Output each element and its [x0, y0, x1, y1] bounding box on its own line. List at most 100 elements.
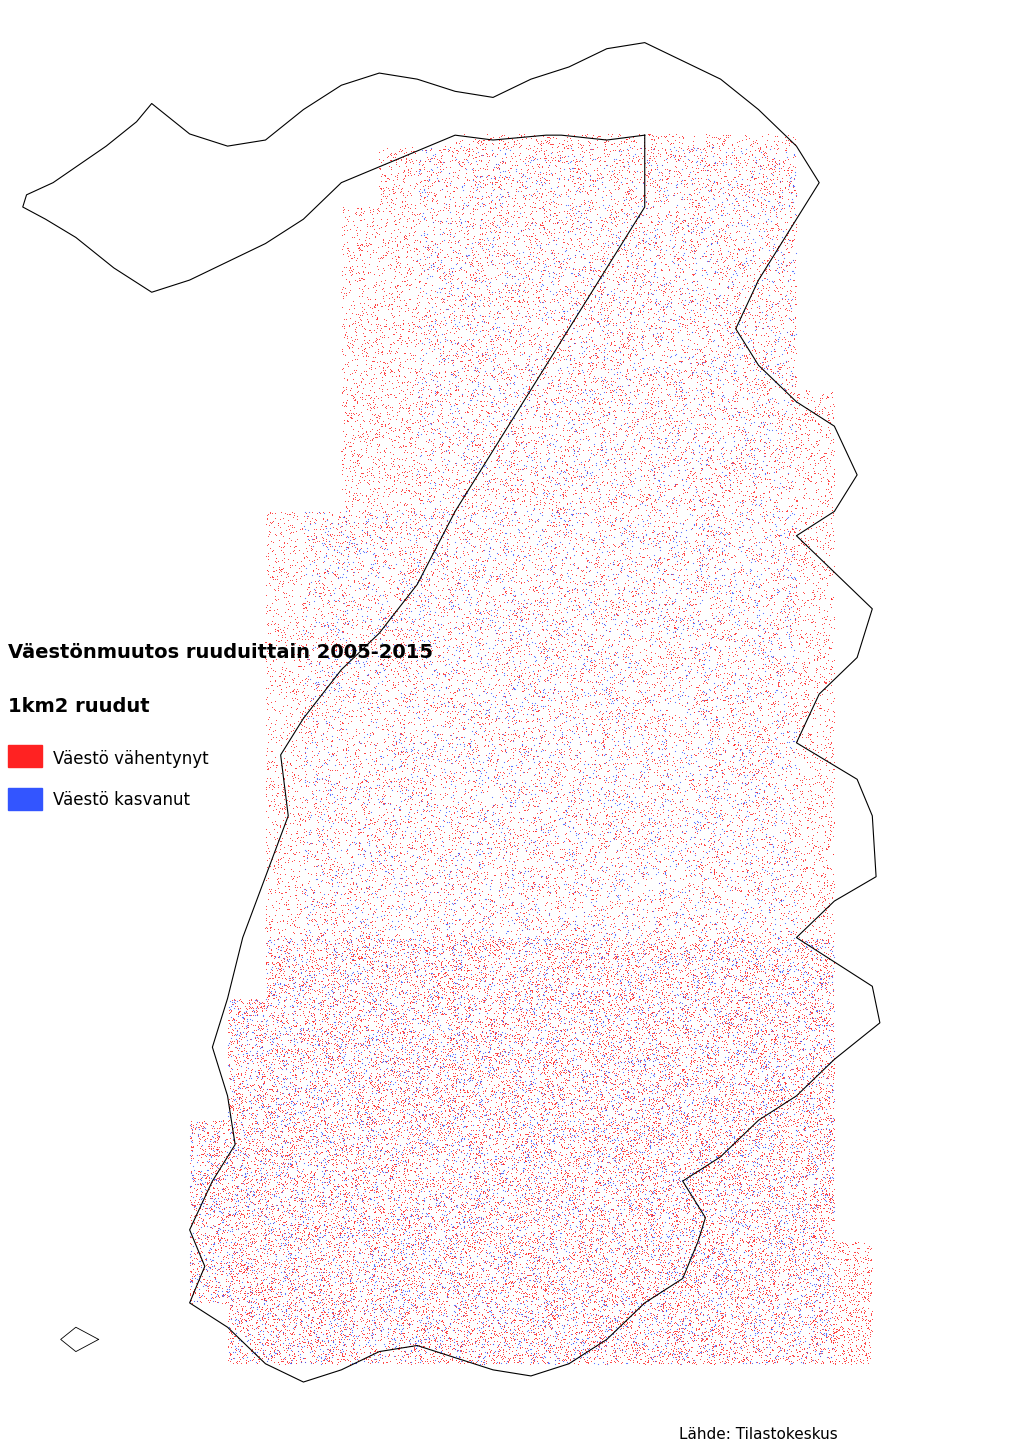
Point — [338, 778, 354, 801]
Point — [583, 1319, 599, 1342]
Point — [300, 1198, 316, 1222]
Point — [745, 735, 762, 758]
Point — [331, 1240, 347, 1264]
Point — [782, 1084, 799, 1107]
Point — [586, 661, 602, 684]
Point — [401, 559, 418, 582]
Point — [678, 955, 694, 978]
Point — [513, 664, 529, 687]
Point — [449, 1223, 465, 1246]
Point — [599, 555, 615, 578]
Point — [270, 840, 287, 864]
Point — [228, 1158, 245, 1181]
Point — [807, 1224, 823, 1248]
Point — [808, 1172, 824, 1195]
Point — [776, 965, 793, 988]
Point — [763, 752, 779, 775]
Point — [774, 185, 791, 209]
Point — [257, 646, 273, 669]
Point — [633, 1081, 649, 1104]
Point — [458, 1036, 474, 1059]
Point — [808, 480, 824, 503]
Point — [670, 416, 686, 439]
Point — [371, 462, 387, 485]
Point — [806, 1135, 822, 1158]
Point — [371, 665, 387, 688]
Point — [664, 412, 680, 435]
Point — [518, 629, 535, 652]
Point — [569, 980, 586, 1003]
Point — [464, 1266, 480, 1290]
Point — [665, 778, 681, 801]
Point — [438, 383, 455, 406]
Point — [551, 504, 567, 527]
Point — [556, 829, 572, 852]
Point — [444, 593, 461, 616]
Point — [805, 1048, 821, 1071]
Point — [582, 1033, 598, 1056]
Point — [421, 1303, 437, 1326]
Point — [605, 548, 622, 571]
Point — [338, 951, 354, 974]
Point — [711, 1245, 727, 1268]
Point — [285, 1204, 301, 1227]
Point — [620, 1287, 636, 1310]
Point — [444, 943, 461, 966]
Point — [731, 798, 748, 822]
Point — [318, 940, 335, 964]
Point — [473, 429, 489, 452]
Point — [524, 1106, 541, 1129]
Point — [219, 1017, 236, 1040]
Point — [662, 1011, 678, 1035]
Point — [437, 155, 454, 178]
Point — [531, 523, 548, 546]
Point — [431, 974, 447, 997]
Point — [770, 1171, 786, 1194]
Point — [797, 772, 813, 796]
Point — [370, 927, 386, 951]
Point — [611, 478, 628, 501]
Point — [465, 227, 481, 251]
Point — [461, 1152, 477, 1175]
Point — [408, 1287, 424, 1310]
Point — [362, 303, 379, 326]
Point — [484, 564, 501, 587]
Point — [698, 1208, 715, 1232]
Point — [825, 1248, 842, 1271]
Point — [421, 952, 437, 975]
Point — [343, 1006, 359, 1029]
Point — [426, 1088, 442, 1111]
Point — [471, 953, 487, 977]
Point — [206, 1204, 222, 1227]
Point — [379, 709, 395, 732]
Point — [477, 432, 494, 455]
Point — [842, 1343, 858, 1366]
Point — [287, 765, 303, 788]
Point — [392, 646, 409, 669]
Point — [527, 1036, 544, 1059]
Point — [725, 949, 741, 972]
Point — [724, 1108, 740, 1132]
Point — [307, 791, 324, 814]
Point — [428, 696, 444, 719]
Point — [427, 439, 443, 462]
Point — [605, 222, 622, 245]
Point — [475, 1155, 492, 1178]
Point — [791, 1006, 807, 1029]
Point — [554, 617, 570, 640]
Point — [539, 383, 555, 406]
Point — [434, 1198, 451, 1222]
Point — [378, 711, 394, 735]
Point — [796, 1223, 812, 1246]
Point — [639, 1272, 655, 1295]
Point — [238, 1308, 254, 1332]
Point — [479, 652, 496, 675]
Point — [425, 924, 441, 948]
Point — [388, 769, 404, 793]
Point — [337, 1190, 353, 1213]
Point — [408, 393, 424, 416]
Point — [264, 774, 281, 797]
Point — [776, 700, 793, 723]
Point — [371, 1213, 387, 1236]
Point — [460, 1282, 476, 1306]
